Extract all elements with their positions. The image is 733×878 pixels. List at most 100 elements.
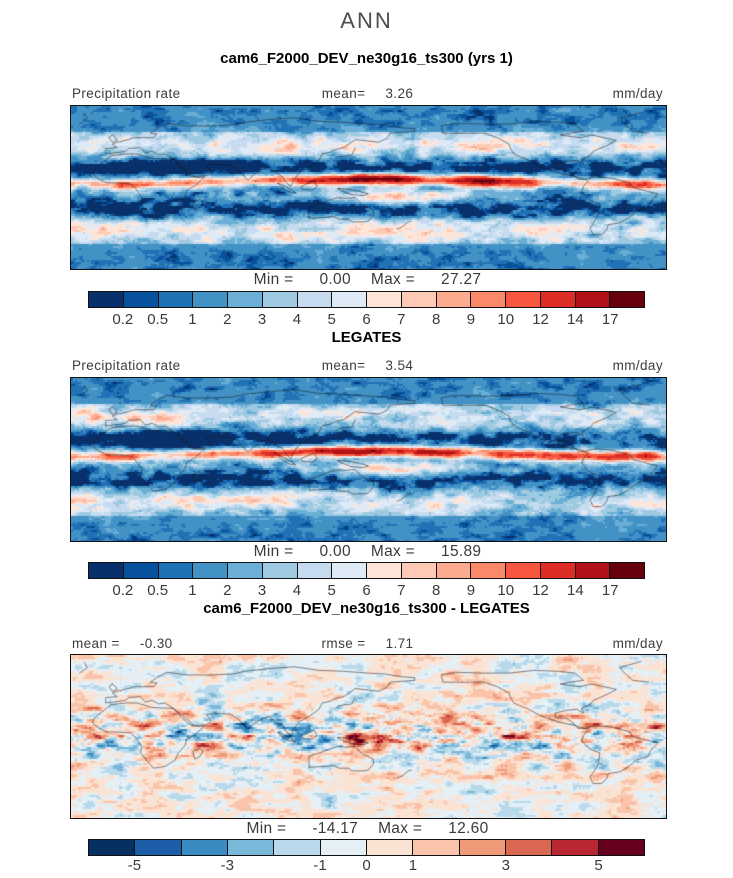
colorbar-cell xyxy=(505,840,553,855)
colorbar-cell xyxy=(123,292,159,307)
season-title: ANN xyxy=(340,8,393,33)
colorbar-cell xyxy=(575,563,611,578)
colorbar-tick-label: 0.2 xyxy=(112,582,134,599)
colorbar-cell xyxy=(413,840,460,855)
diff-mean-stat: mean = -0.30 xyxy=(72,636,173,651)
colorbar-cell xyxy=(262,292,298,307)
colorbar-tick-label: 17 xyxy=(601,311,619,328)
colorbar-tick-label: 10 xyxy=(497,582,515,599)
colorbar-cell xyxy=(598,840,644,855)
diff-mean-label: mean = xyxy=(72,636,120,651)
colorbar-tick-label: 1 xyxy=(408,857,418,874)
colorbar-cell xyxy=(367,292,402,307)
model-min-label: Min = xyxy=(253,271,294,288)
colorbar-tick-label: 0.2 xyxy=(112,311,134,328)
colorbar-cell xyxy=(540,563,576,578)
colorbar-tick-label: 3 xyxy=(257,582,267,599)
colorbar-cell xyxy=(401,292,437,307)
case-title: cam6_F2000_DEV_ne30g16_ts300 (yrs 1) xyxy=(220,50,513,67)
obs-minmax-line: Min = 0.00 Max = 15.89 xyxy=(70,543,665,561)
colorbar-cell xyxy=(459,840,506,855)
colorbar-tick-label: 5 xyxy=(327,582,336,599)
colorbar-cell xyxy=(332,563,367,578)
colorbar-tick-label: 3 xyxy=(501,857,510,874)
diff-mean-value: -0.30 xyxy=(139,636,173,651)
colorbar-cell xyxy=(123,563,159,578)
colorbar-cell xyxy=(262,563,298,578)
colorbar-cell xyxy=(471,563,506,578)
diff-min-label: Min = xyxy=(246,820,287,837)
colorbar-tick-label: 14 xyxy=(567,311,584,328)
obs-panel-header: Precipitation rate mean= 3.54 mm/day xyxy=(70,358,665,375)
colorbar-cell xyxy=(436,563,472,578)
colorbar-tick-label: 7 xyxy=(397,582,406,599)
obs-min-value: 0.00 xyxy=(319,543,351,560)
colorbar-tick-label: 5 xyxy=(327,311,336,328)
colorbar-cell xyxy=(274,840,321,855)
diff-colorbar-ticks: -5 -3 -1 0 1 3 5 xyxy=(88,857,645,875)
colorbar-cell xyxy=(135,840,182,855)
colorbar-cell xyxy=(89,563,124,578)
colorbar-cell xyxy=(471,292,506,307)
colorbar-tick-label: 1 xyxy=(188,311,197,328)
model-panel-header: Precipitation rate mean= 3.26 mm/day xyxy=(70,86,665,103)
colorbar-cell xyxy=(181,840,228,855)
diff-colorbar xyxy=(88,839,645,856)
model-colorbar xyxy=(88,291,645,308)
colorbar-tick-label: -3 xyxy=(220,857,234,874)
obs-mean-value: 3.54 xyxy=(385,358,414,373)
colorbar-cell xyxy=(227,840,275,855)
colorbar-tick-label: -1 xyxy=(313,857,327,874)
colorbar-tick-label: 9 xyxy=(466,582,476,599)
colorbar-cell xyxy=(610,563,644,578)
colorbar-tick-label: 14 xyxy=(567,582,584,599)
obs-mean-label: mean= xyxy=(321,358,366,373)
diff-rmse-value: 1.71 xyxy=(385,636,414,651)
diff-min-value: -14.17 xyxy=(312,820,359,837)
colorbar-tick-label: 0 xyxy=(362,857,371,874)
model-colorbar-ticks: 0.2 0.5 1 2 3 4 5 6 7 8 9 10 12 14 17 xyxy=(88,311,645,329)
model-mean-stat: mean= 3.26 xyxy=(70,86,665,101)
obs-max-value: 15.89 xyxy=(441,543,482,560)
colorbar-cell xyxy=(366,840,414,855)
colorbar-cell xyxy=(436,292,472,307)
colorbar-cell xyxy=(193,563,228,578)
colorbar-cell xyxy=(575,292,611,307)
colorbar-tick-label: 6 xyxy=(362,582,371,599)
diff-minmax-line: Min = -14.17 Max = 12.60 xyxy=(70,820,665,838)
obs-min-label: Min = xyxy=(253,543,294,560)
model-max-value: 27.27 xyxy=(441,271,482,288)
colorbar-tick-label: 3 xyxy=(257,311,267,328)
model-max-label: Max = xyxy=(370,271,416,288)
obs-units-label: mm/day xyxy=(612,358,663,373)
model-units-label: mm/day xyxy=(612,86,663,101)
model-minmax-line: Min = 0.00 Max = 27.27 xyxy=(70,271,665,289)
obs-map-canvas xyxy=(70,377,667,542)
colorbar-cell xyxy=(610,292,644,307)
colorbar-tick-label: 2 xyxy=(223,582,232,599)
colorbar-cell xyxy=(297,563,333,578)
colorbar-tick-label: 9 xyxy=(466,311,476,328)
colorbar-cell xyxy=(158,292,194,307)
colorbar-cell xyxy=(297,292,333,307)
colorbar-cell xyxy=(506,563,541,578)
model-map-canvas xyxy=(70,105,667,270)
colorbar-tick-label: 0.5 xyxy=(147,582,169,599)
colorbar-tick-label: 12 xyxy=(532,582,549,599)
colorbar-cell xyxy=(228,563,263,578)
colorbar-cell xyxy=(401,563,437,578)
colorbar-tick-label: 12 xyxy=(532,311,549,328)
colorbar-tick-label: 8 xyxy=(431,582,441,599)
colorbar-cell xyxy=(193,292,228,307)
diff-rmse-stat: rmse = 1.71 xyxy=(70,636,665,651)
diff-panel-title: cam6_F2000_DEV_ne30g16_ts300 - LEGATES xyxy=(203,600,530,617)
colorbar-tick-label: 4 xyxy=(292,311,302,328)
colorbar-tick-label: 2 xyxy=(223,311,232,328)
colorbar-tick-label: 8 xyxy=(431,311,441,328)
diff-units-label: mm/day xyxy=(612,636,663,651)
colorbar-tick-label: 17 xyxy=(601,582,619,599)
colorbar-cell xyxy=(228,292,263,307)
colorbar-cell xyxy=(540,292,576,307)
colorbar-tick-label: 7 xyxy=(397,311,406,328)
